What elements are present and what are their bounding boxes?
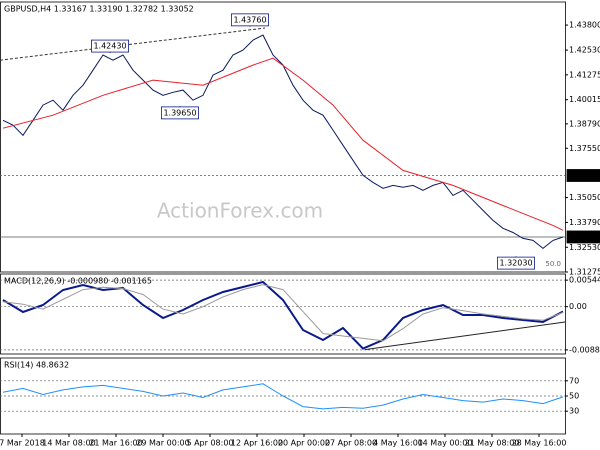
corner-label: 50.0 (545, 260, 561, 268)
x-tick-label: 21 Mar 16:00 (89, 439, 142, 448)
panel-title: MACD(12,26,9) -0.000980 -0.001165 (4, 277, 152, 286)
y-tick-label: 1.33790 (569, 218, 600, 227)
y-tick-label: 1.37550 (569, 144, 600, 153)
x-tick-label: 12 Apr 16:00 (231, 439, 283, 448)
y-tick-label: 1.40015 (569, 95, 600, 104)
x-tick-label: 7 Mar 2018 (0, 439, 45, 448)
series-line (2, 284, 564, 342)
y-tick-label: 1.32530 (569, 243, 600, 252)
y-tick-label: 30 (569, 407, 579, 416)
panel-frame (0, 1, 566, 273)
level-label: 1.36170 (569, 171, 600, 180)
annotation: 1.39650 (163, 108, 196, 117)
annotation-box (231, 13, 269, 27)
x-tick-label: 14 Mar 08:00 (42, 439, 95, 448)
level-label: 1.33052 (569, 232, 600, 241)
x-tick-label: 5 Apr 08:00 (186, 439, 233, 448)
series-line (2, 280, 564, 350)
panel-title: RSI(14) 48.8632 (4, 361, 69, 370)
annotation-box (161, 106, 199, 120)
level-label-box (566, 230, 600, 244)
watermark: ActionForex.com (157, 199, 323, 223)
y-tick-label: 50 (569, 392, 579, 401)
series-line (364, 321, 566, 351)
series-line (2, 383, 564, 410)
y-tick-label: 1.41275 (569, 70, 600, 79)
y-tick-label: 70 (569, 376, 579, 385)
y-tick-label: 1.31275 (569, 268, 600, 277)
annotation: 1.42430 (93, 42, 126, 51)
x-tick-label: 4 May 16:00 (373, 439, 423, 448)
x-tick-label: 14 May 00:00 (418, 439, 473, 448)
panel-title: GBPUSD,H4 1.33167 1.33190 1.32782 1.3305… (4, 5, 194, 14)
y-tick-label: 1.35050 (569, 193, 600, 202)
series-line (0, 27, 266, 61)
series-line (2, 57, 564, 231)
y-tick-label: -0.00886 (569, 345, 600, 354)
annotation-box (497, 256, 535, 270)
annotation: 1.43760 (233, 15, 266, 24)
x-tick-label: 28 May 16:00 (512, 439, 567, 448)
level-label-box (566, 169, 600, 182)
y-tick-label: 0.00 (569, 302, 587, 311)
x-tick-label: 21 May 08:00 (465, 439, 520, 448)
y-tick-label: 1.38790 (569, 119, 600, 128)
x-tick-label: 27 Apr 08:00 (325, 439, 377, 448)
panel-frame (0, 273, 566, 355)
x-tick-label: 20 Apr 00:00 (278, 439, 330, 448)
y-tick-label: 1.42530 (569, 46, 600, 55)
x-tick-label: 29 Mar 00:00 (136, 439, 189, 448)
y-tick-label: 0.00544 (569, 276, 600, 285)
annotation: 1.32030 (499, 259, 532, 268)
y-tick-label: 1.43800 (569, 21, 600, 30)
annotation-box (91, 39, 129, 53)
